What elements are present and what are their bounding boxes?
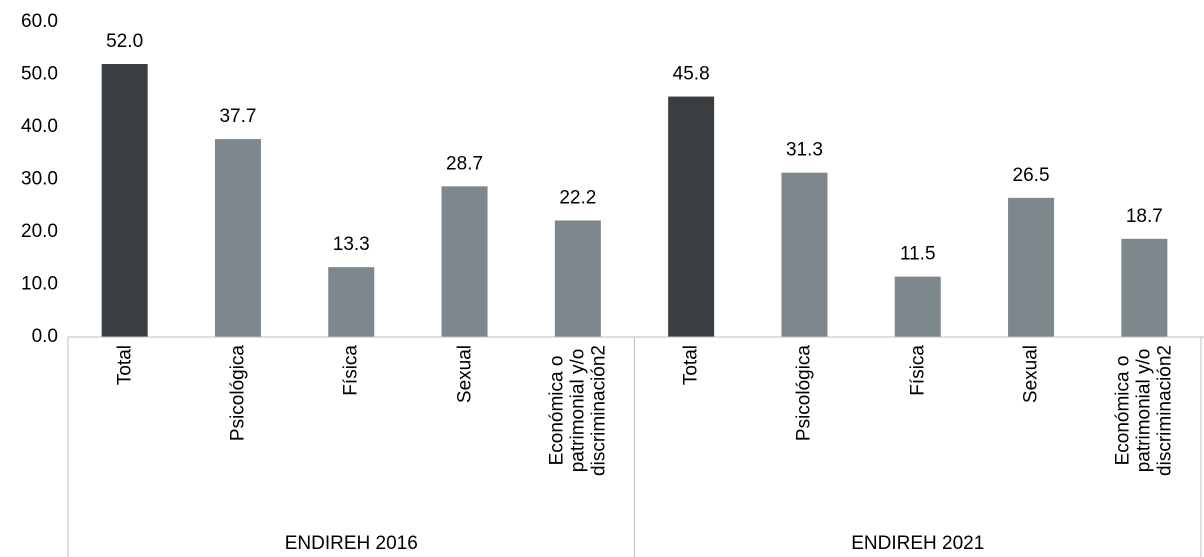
group-label: ENDIREH 2021	[851, 533, 985, 554]
bar	[668, 96, 715, 337]
value-label: 45.8	[673, 64, 710, 85]
value-label: 11.5	[900, 244, 936, 265]
bar	[554, 220, 601, 337]
x-tick-label: Psicológica	[793, 345, 815, 442]
value-label: 31.3	[786, 140, 823, 161]
value-label: 13.3	[333, 234, 370, 255]
value-label: 22.2	[559, 187, 596, 208]
value-label: 52.0	[106, 31, 143, 52]
x-tick-label: Total	[680, 345, 702, 386]
bar	[894, 276, 941, 337]
bar	[781, 172, 828, 337]
y-tick-label: 0.0	[32, 326, 58, 347]
y-tick-label: 40.0	[21, 116, 58, 137]
bar	[328, 267, 375, 337]
y-tick-label: 50.0	[21, 64, 58, 85]
y-tick-label: 60.0	[21, 11, 58, 32]
bar	[101, 64, 148, 337]
x-tick-label: Física	[907, 345, 929, 396]
bar	[1008, 197, 1055, 337]
bar	[214, 139, 261, 337]
group-label: ENDIREH 2016	[284, 533, 418, 554]
bar	[1121, 238, 1168, 337]
bar	[441, 186, 488, 337]
y-tick-label: 20.0	[21, 221, 58, 242]
value-label: 37.7	[219, 106, 256, 127]
y-tick-label: 10.0	[21, 274, 58, 295]
value-label: 26.5	[1013, 165, 1050, 186]
x-tick-label: Física	[340, 345, 362, 396]
x-tick-label: Total	[114, 345, 136, 386]
x-tick-label: Económica o patrimonial y/o discriminaci…	[546, 345, 610, 476]
x-tick-label: Sexual	[454, 345, 476, 404]
value-label: 18.7	[1126, 206, 1163, 227]
x-tick-label: Psicológica	[227, 345, 249, 442]
value-label: 28.7	[446, 153, 483, 174]
y-tick-label: 30.0	[21, 169, 58, 190]
x-tick-label: Económica o patrimonial y/o discriminaci…	[1112, 345, 1176, 476]
x-tick-label: Sexual	[1020, 345, 1042, 404]
